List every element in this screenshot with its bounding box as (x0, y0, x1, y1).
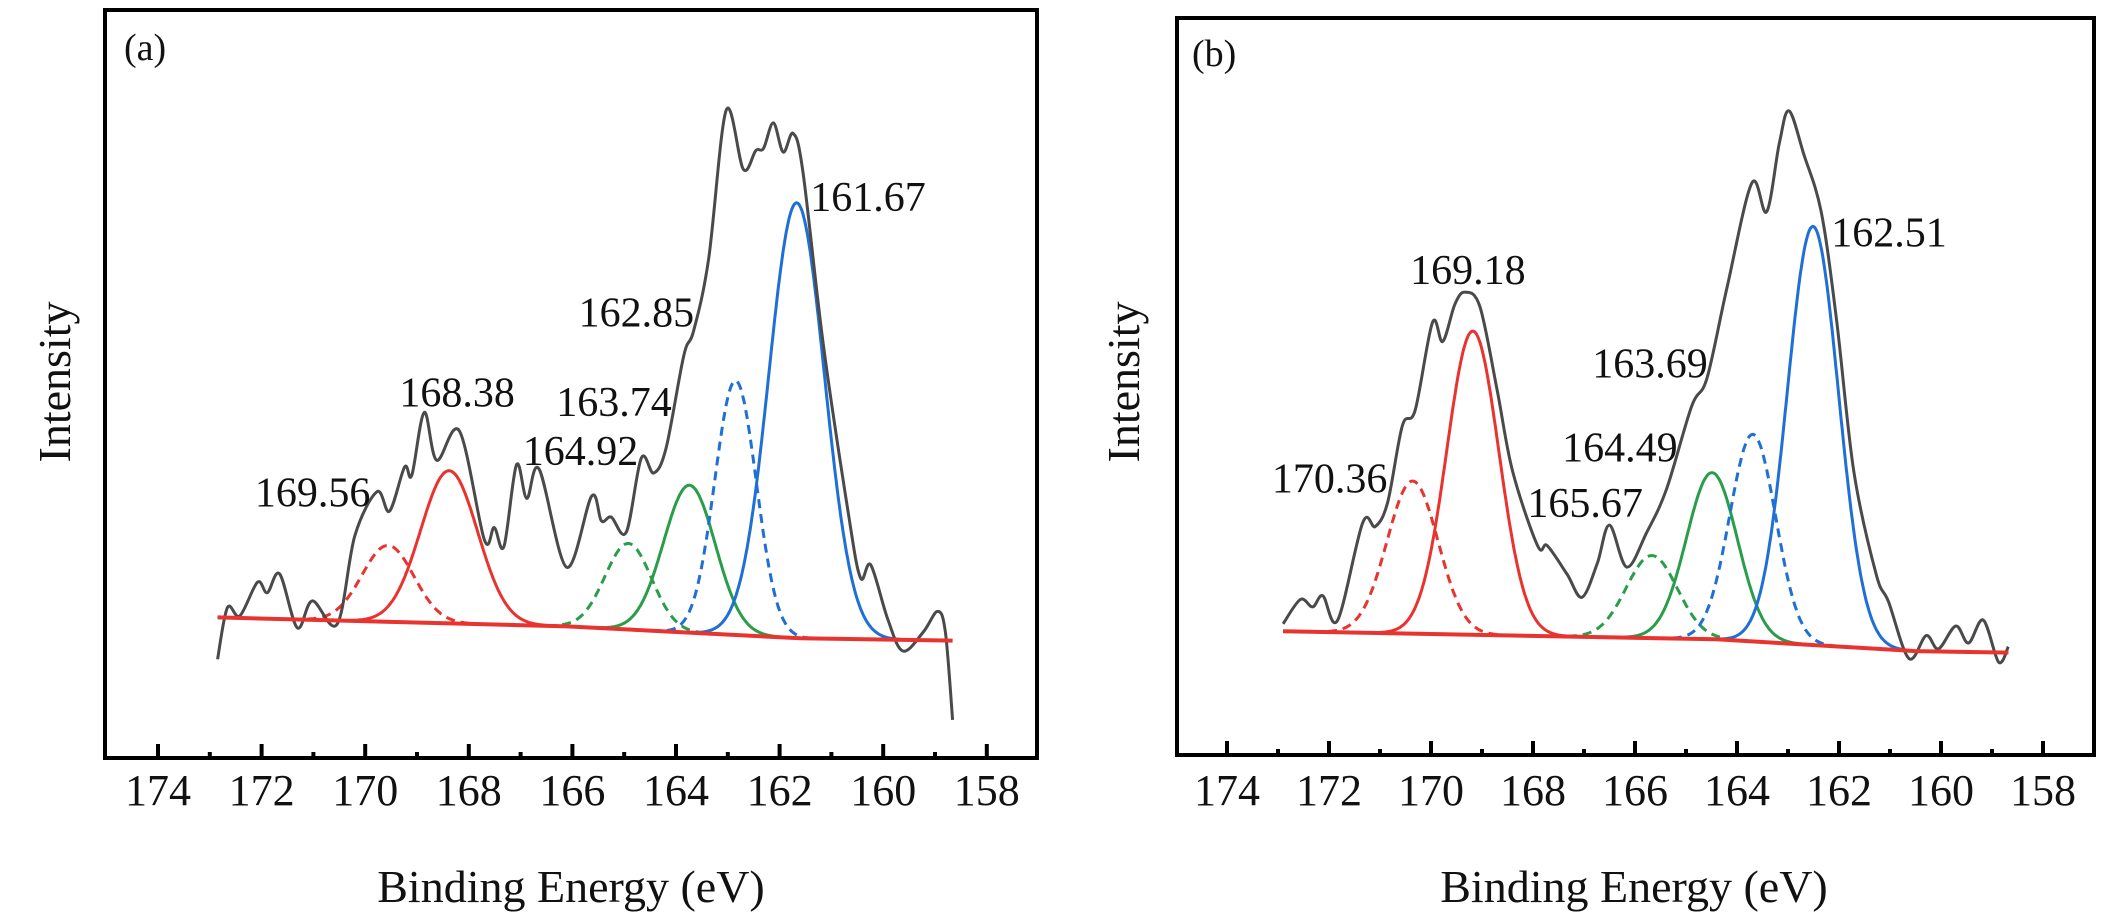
x-tick-label: 172 (229, 766, 295, 815)
x-tick-label: 168 (1500, 766, 1566, 815)
peak-label: 169.18 (1410, 248, 1526, 294)
x-tick-label: 172 (1296, 766, 1362, 815)
x-tick-label: 160 (850, 766, 916, 815)
peak-label: 162.51 (1831, 211, 1947, 257)
background-line (1283, 629, 2009, 655)
peak-label: 162.85 (579, 290, 695, 336)
x-tick-label: 158 (954, 766, 1020, 815)
x-tick-label: 164 (1704, 766, 1770, 815)
panel-a-frame (103, 8, 1039, 760)
panel-a-x-axis-title: Binding Energy (eV) (377, 861, 765, 912)
panel-a-y-axis-title: Intensity (29, 302, 80, 463)
peak-label: 165.67 (1527, 481, 1643, 527)
x-tick-label: 168 (436, 766, 502, 815)
x-tick-label: 166 (1602, 766, 1668, 815)
x-tick-label: 170 (332, 766, 398, 815)
panel-b: (b) Binding Energy (eV) Intensity 174 172… (1098, 16, 2096, 912)
x-tick-label: 158 (2010, 766, 2076, 815)
peak-label: 163.69 (1592, 342, 1708, 388)
panel-a: (a) Binding Energy (eV) Intensity 174 172… (29, 8, 1039, 912)
background-line (217, 615, 953, 643)
raw-spectrum-line (216, 106, 955, 721)
panel-a-label: (a) (124, 27, 166, 69)
x-tick-label: 170 (1398, 766, 1464, 815)
x-tick-label: 174 (1194, 766, 1260, 815)
raw-spectrum-line (1281, 109, 2010, 665)
peak-label: 169.56 (255, 471, 371, 517)
x-tick-label: 164 (643, 766, 709, 815)
peak-label: 161.67 (810, 175, 926, 221)
x-tick-label: 166 (539, 766, 605, 815)
x-tick-label: 160 (1908, 766, 1974, 815)
panel-b-y-axis-title: Intensity (1098, 302, 1149, 463)
peak-label: 168.38 (399, 370, 515, 416)
x-tick-label: 174 (125, 766, 191, 815)
x-tick-label: 162 (1806, 766, 1872, 815)
peak-label: 170.36 (1272, 457, 1388, 503)
panel-b-label: (b) (1192, 33, 1236, 75)
peak-label: 163.74 (556, 380, 672, 426)
peak-label: 164.49 (1562, 426, 1678, 472)
peak-label: 164.92 (523, 429, 639, 475)
x-tick-label: 162 (747, 766, 813, 815)
panel-b-x-axis-title: Binding Energy (eV) (1440, 861, 1828, 912)
